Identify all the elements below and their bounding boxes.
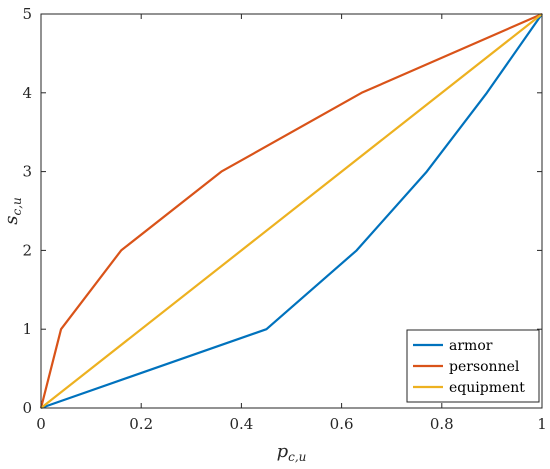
x-axis-label-sub: c,u [288,450,306,464]
x-axis-label: pc,u [277,441,307,464]
series-line-armor [40,13,543,410]
ticks-layer: 0 0.2 0.4 0.6 0.8 1 0 1 2 3 4 5 [22,5,546,433]
y-tick-label-3: 3 [22,163,32,181]
legend: armor personnel equipment [406,329,540,403]
y-tick-label-1: 1 [22,320,32,338]
plot-frame [40,13,543,409]
series-layer [39,12,543,410]
legend-label-equipment: equipment [449,380,525,396]
x-tick-label-5: 1 [537,415,547,433]
legend-label-personnel: personnel [449,359,520,375]
y-tick-label-4: 4 [22,84,32,102]
x-tick-label-4: 0.8 [430,415,454,433]
legend-label-armor: armor [449,338,493,354]
series-line-personnel [39,12,543,409]
y-tick-label-2: 2 [22,241,32,259]
x-tick-label-3: 0.6 [330,415,354,433]
series-line-equipment [40,13,543,409]
y-tick-label-5: 5 [22,5,32,23]
y-axis-label-main: s [1,216,22,225]
x-tick-label-0: 0 [36,415,46,433]
plot-area [40,13,543,409]
y-tick-label-0: 0 [22,399,32,417]
x-tick-label-1: 0.2 [129,415,153,433]
y-axis-label-sub: c,u [10,197,24,215]
x-axis-label-main: p [277,441,289,462]
x-tick-label-2: 0.4 [229,415,253,433]
y-axis-label: sc,u [1,197,24,225]
